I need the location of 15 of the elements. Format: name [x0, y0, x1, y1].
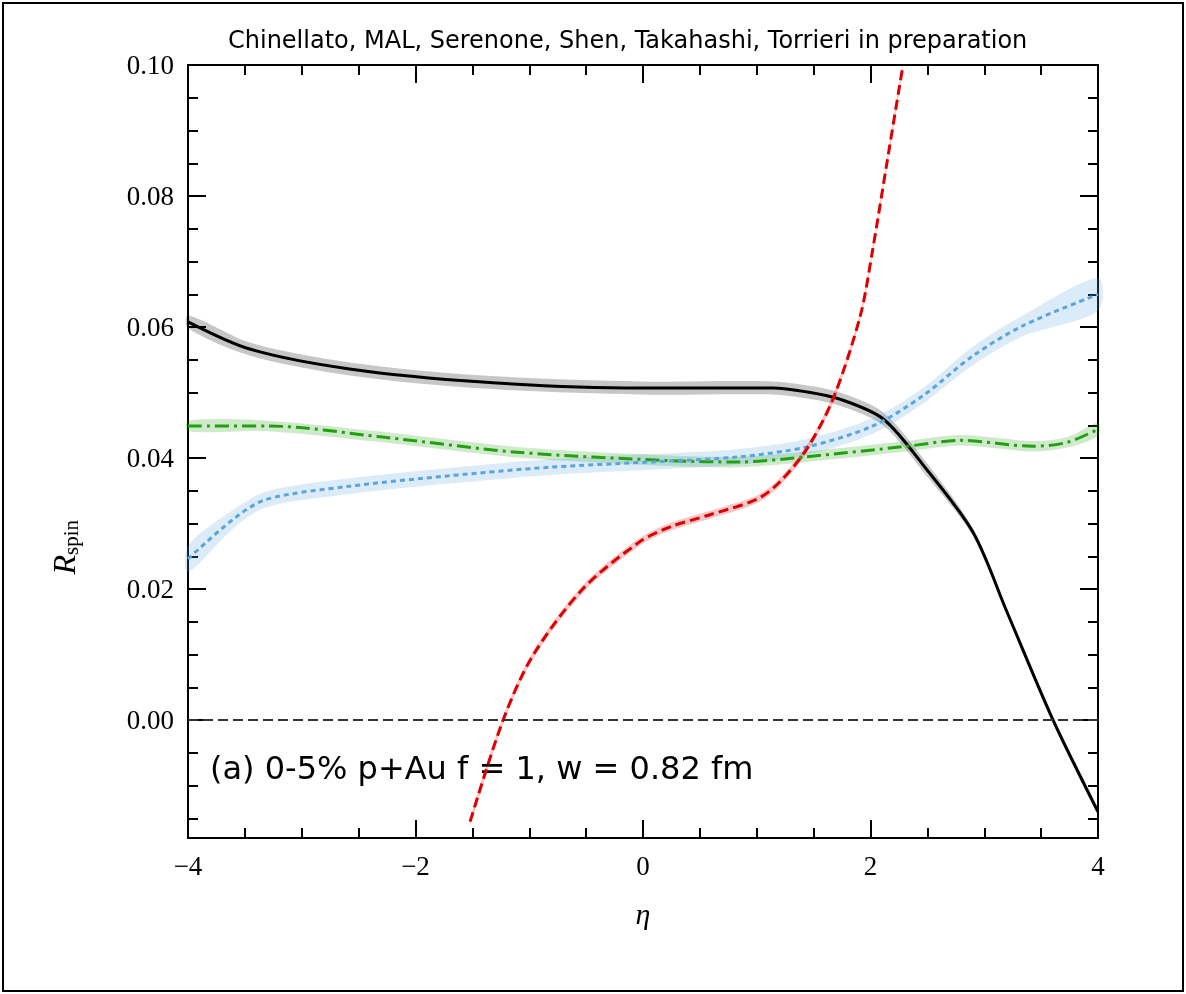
- x-tick-label: 4: [1091, 850, 1106, 881]
- x-axis-title: η: [635, 896, 651, 930]
- y-tick-label: 0.06: [126, 312, 174, 343]
- x-tick-label: 0: [636, 850, 650, 881]
- y-tick-label: 0.10: [126, 50, 174, 80]
- y-tick-label: 0.00: [126, 705, 174, 736]
- annotation: (a) 0-5% p+Au f = 1, w = 0.82 fm: [210, 749, 754, 787]
- y-tick-label: 0.02: [126, 574, 174, 605]
- y-axis-title: Rspin: [46, 519, 83, 576]
- text: Chinellato, MAL, Serenone, Shen, Takahashi, Torrieri in preparation: [228, 26, 1028, 54]
- x-tick-label: 2: [863, 850, 878, 881]
- y-tick-label: 0.04: [126, 443, 175, 474]
- x-tick-label: −2: [401, 850, 430, 881]
- x-tick-label: −4: [173, 850, 203, 881]
- y-tick-label: 0.08: [126, 181, 174, 212]
